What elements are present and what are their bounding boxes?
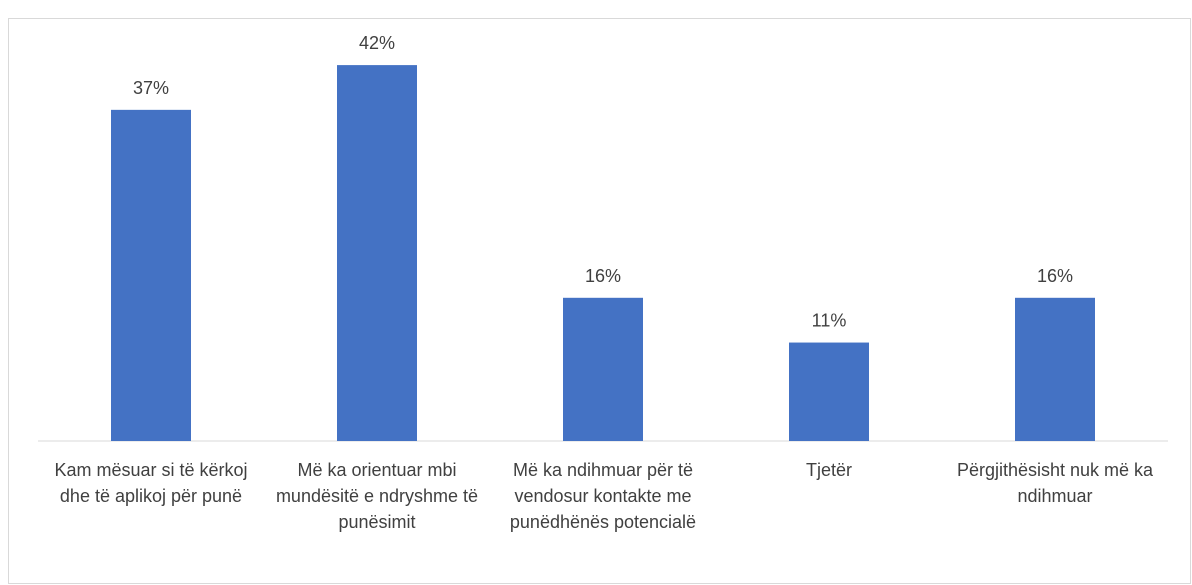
x-tick-label: Përgjithësisht nuk më ka ndihmuar	[956, 460, 1154, 506]
x-tick-label: Kam mësuar si të kërkoj dhe të aplikoj p…	[54, 460, 248, 506]
x-tick-label: Tjetër	[805, 460, 852, 480]
value-label: 37%	[133, 78, 169, 98]
value-label: 16%	[1037, 266, 1073, 286]
value-label: 16%	[585, 266, 621, 286]
chart-frame	[8, 18, 1191, 584]
bar	[789, 342, 869, 441]
bar	[563, 297, 643, 441]
bar	[337, 65, 417, 441]
bar	[1015, 297, 1095, 441]
value-label: 11%	[812, 311, 847, 331]
x-tick-label: Më ka orientuar mbi mundësitë e ndryshme…	[275, 460, 479, 532]
x-tick-label: Më ka ndihmuar për të vendosur kontakte …	[509, 460, 697, 532]
bar	[111, 109, 191, 441]
value-label: 42%	[359, 33, 395, 53]
